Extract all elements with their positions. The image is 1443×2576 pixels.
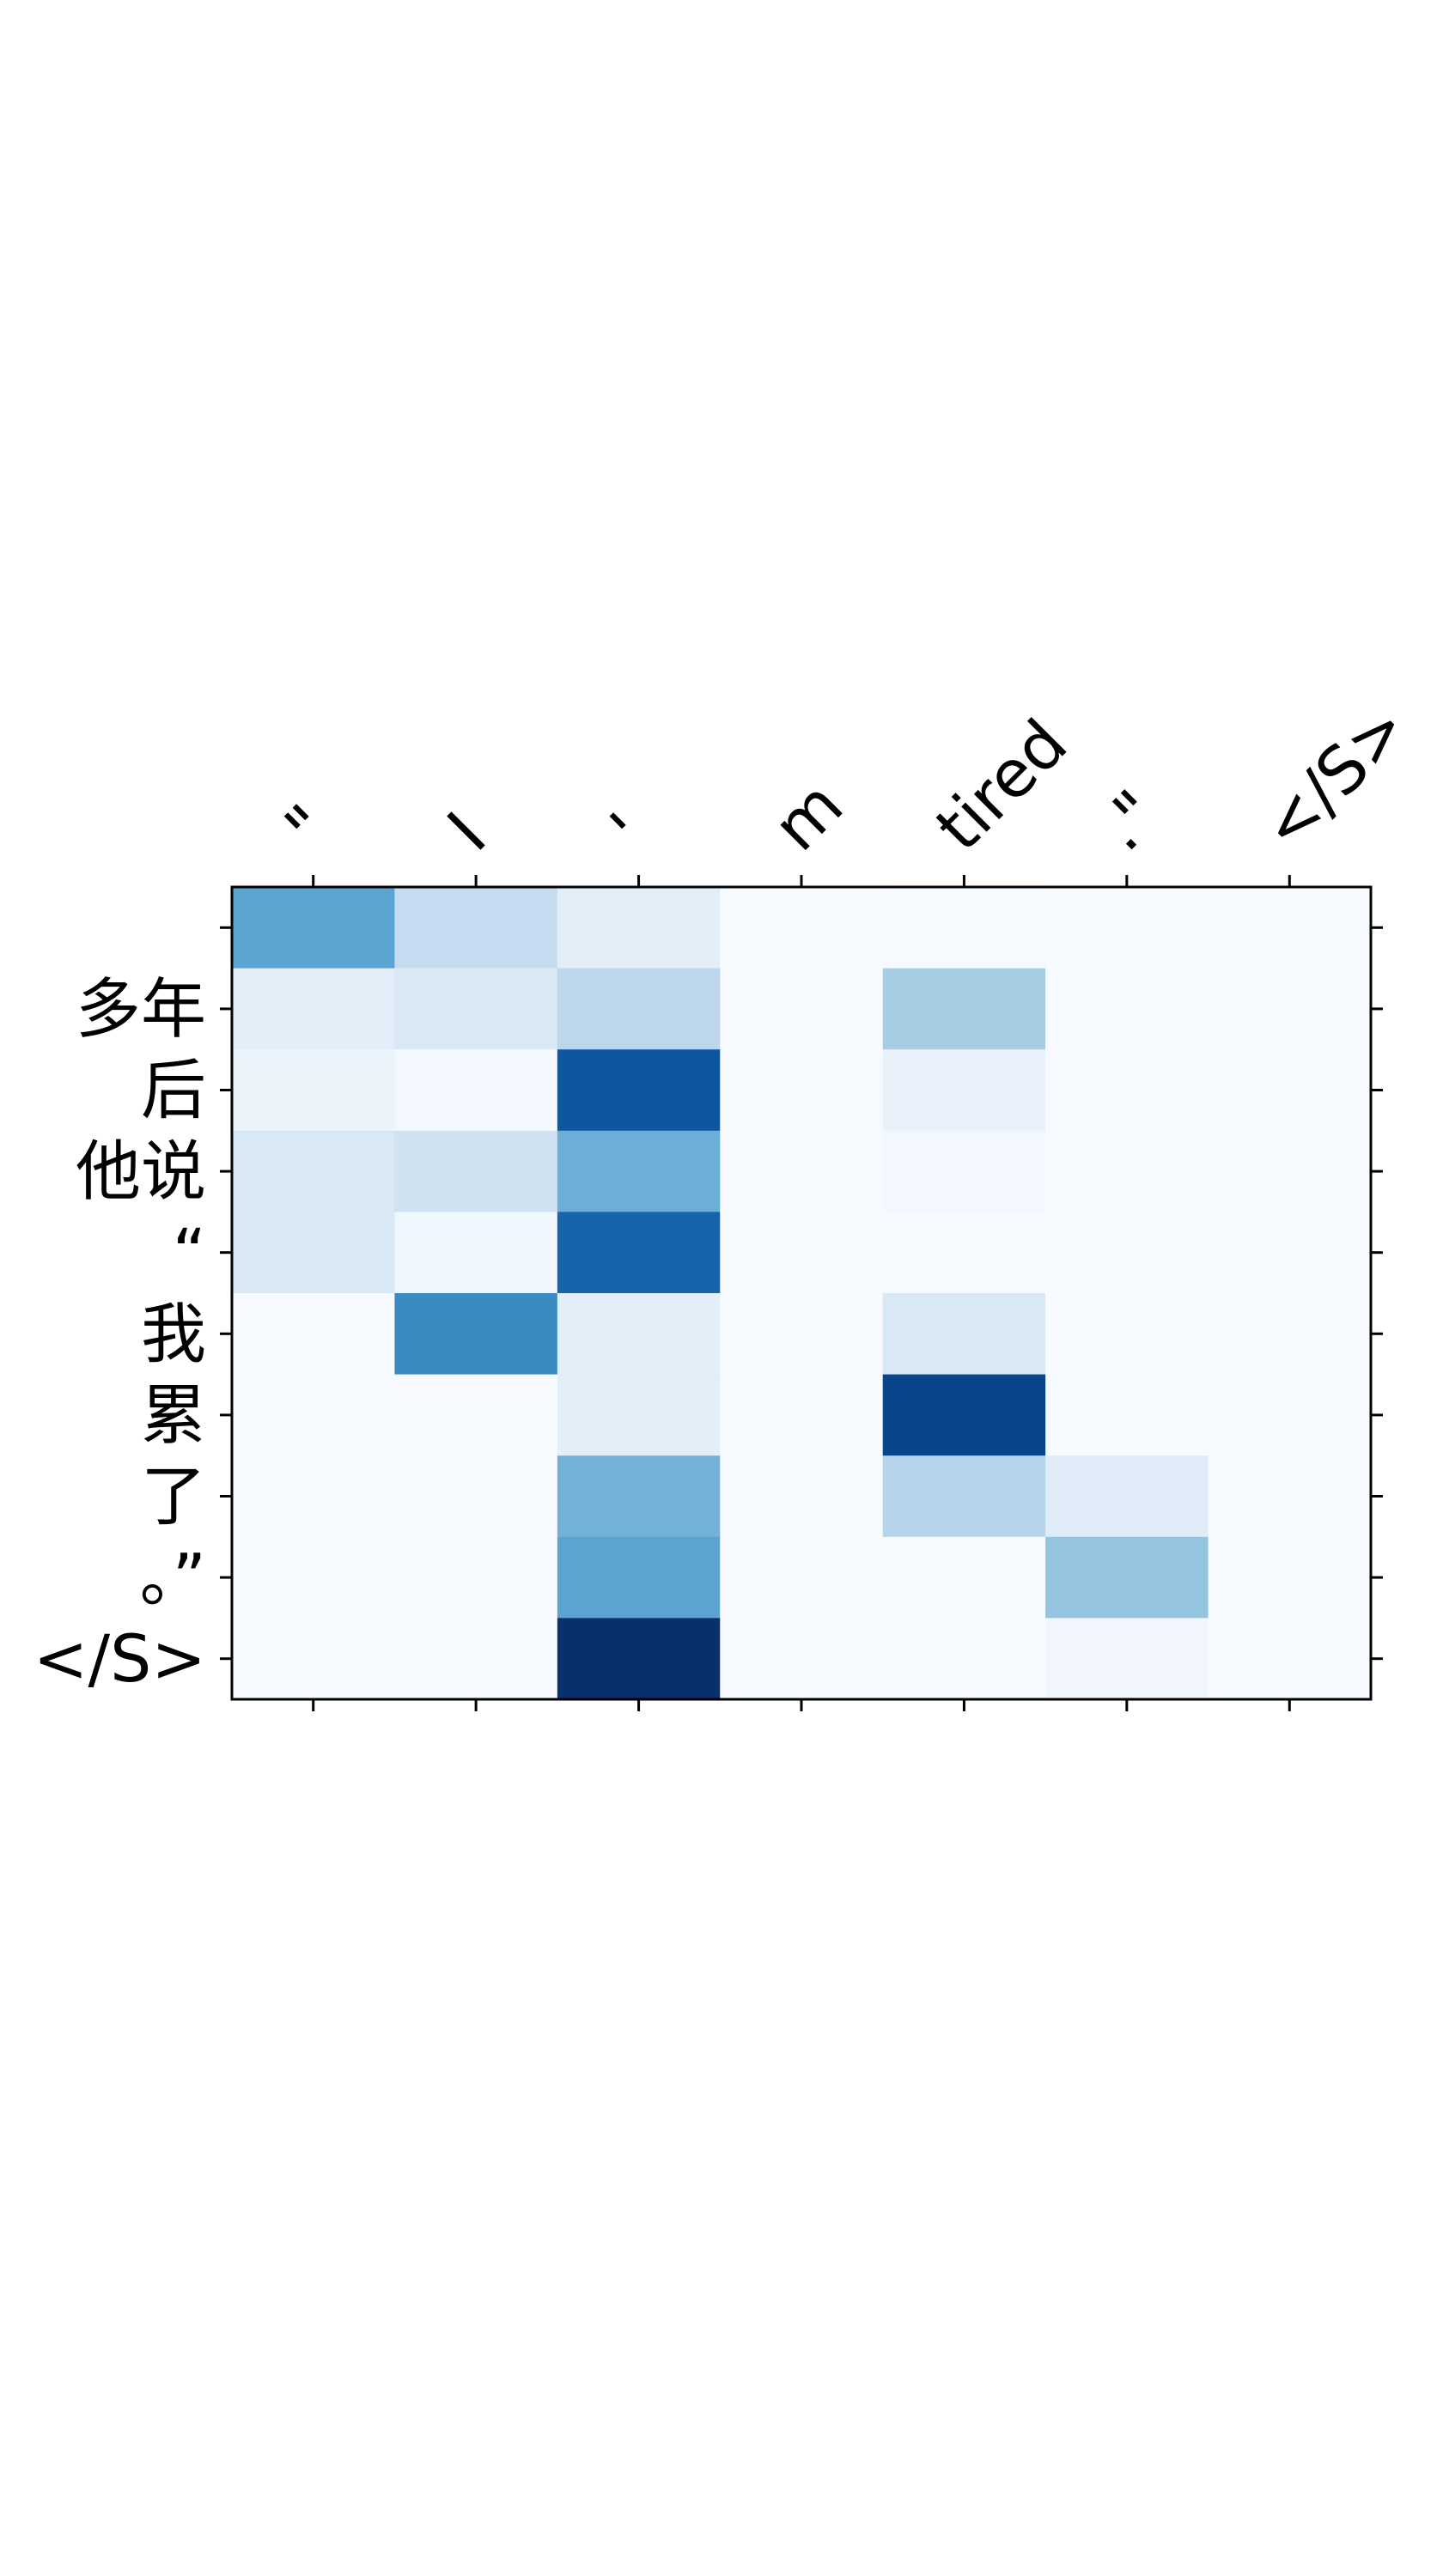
heatmap-cell [720,1374,884,1456]
heatmap-cell [394,887,558,969]
heatmap-cell [557,1212,721,1294]
heatmap-cell [394,1618,558,1700]
heatmap-cell [1045,1536,1209,1619]
axis-ticks [220,875,1383,1711]
heatmap-cell [557,968,721,1050]
heatmap-cell [232,1293,396,1376]
heatmap-cell [232,1618,396,1700]
heatmap-cell [232,887,396,969]
heatmap-cell [720,1293,884,1376]
y-tick-label: 了 [141,1458,206,1534]
heatmap-cell [232,1455,396,1538]
heatmap-cell [720,1049,884,1132]
heatmap-cell [1208,887,1372,969]
heatmap-cell [1208,1618,1372,1700]
heatmap-cell [557,1049,721,1132]
x-tick-label: </S> [1246,690,1422,866]
heatmap-cell [720,887,884,969]
heatmap-cell [720,1130,884,1212]
x-tick-label: ." [1084,775,1174,866]
heatmap-cell [882,1293,1046,1376]
y-tick-label: 我 [141,1296,206,1372]
heatmap-cell [232,1374,396,1456]
heatmap-cell [882,1618,1046,1700]
heatmap-cell [557,1130,721,1212]
y-tick-label: 他说 [76,1133,206,1210]
x-tick-labels: " I ' m tired ." </S> [271,690,1423,866]
heatmap-cell [1045,1293,1209,1376]
heatmap-cell [1045,1455,1209,1538]
heatmap-cell [882,1212,1046,1294]
heatmap-cell [394,1212,558,1294]
heatmap-cell [882,1049,1046,1132]
heatmap-cell [1208,1374,1372,1456]
heatmap-cell [394,1049,558,1132]
x-tick-label: tired [921,705,1081,866]
heatmap-cell [1045,1212,1209,1294]
x-tick-label: I [433,798,501,866]
heatmap-cell [394,1455,558,1538]
heatmap-cell [1208,1212,1372,1294]
y-tick-label: 。” [140,1540,206,1616]
heatmap-cell [882,887,1046,969]
heatmap-cell [557,1293,721,1376]
heatmap-cell [720,1536,884,1619]
heatmap-cell [394,1293,558,1376]
heatmap-cell [557,1536,721,1619]
heatmap-cell [557,887,721,969]
heatmap-cell [232,1536,396,1619]
heatmap-cell [1208,1049,1372,1132]
heatmap-cell [1208,1130,1372,1212]
y-tick-label: 后 [141,1052,206,1128]
heatmap-cell [1045,887,1209,969]
heatmap-cell [882,1130,1046,1212]
x-tick-label: " [271,790,346,866]
heatmap-cell [394,1536,558,1619]
heatmap-cell [882,1374,1046,1456]
heatmap-cell [232,1130,396,1212]
heatmap-cell [1045,968,1209,1050]
heatmap-cell [882,1455,1046,1538]
heatmap-cell [1045,1049,1209,1132]
heatmap-cell [557,1455,721,1538]
heatmap-cell [1208,1293,1372,1376]
heatmap-cell [557,1618,721,1700]
heatmap-cell [557,1374,721,1456]
heatmap-cell [1208,968,1372,1050]
heatmap-cell [1208,1536,1372,1619]
heatmap-cell [232,1049,396,1132]
heatmap-cell [1045,1618,1209,1700]
x-tick-label: m [758,766,857,865]
heatmap-cell [1045,1374,1209,1456]
heatmap-cell [232,1212,396,1294]
y-tick-label: “ [173,1214,206,1291]
y-tick-label: 累 [141,1376,206,1453]
heatmap-cell [720,1212,884,1294]
heatmap-cell [1208,1455,1372,1538]
y-tick-label: 多年 [76,970,206,1047]
heatmap-cell [394,1130,558,1212]
heatmap-cell [394,968,558,1050]
y-tick-label: </S> [33,1620,206,1697]
heatmap-cell [720,968,884,1050]
heatmap-cell [232,968,396,1050]
heatmap-cell [882,1536,1046,1619]
heatmap-cell [1045,1130,1209,1212]
heatmap-cell [720,1455,884,1538]
heatmap-cells [232,887,1372,1700]
heatmap-cell [720,1618,884,1700]
heatmap-cell [882,968,1046,1050]
x-tick-label: ' [595,799,662,866]
heatmap-cell [394,1374,558,1456]
